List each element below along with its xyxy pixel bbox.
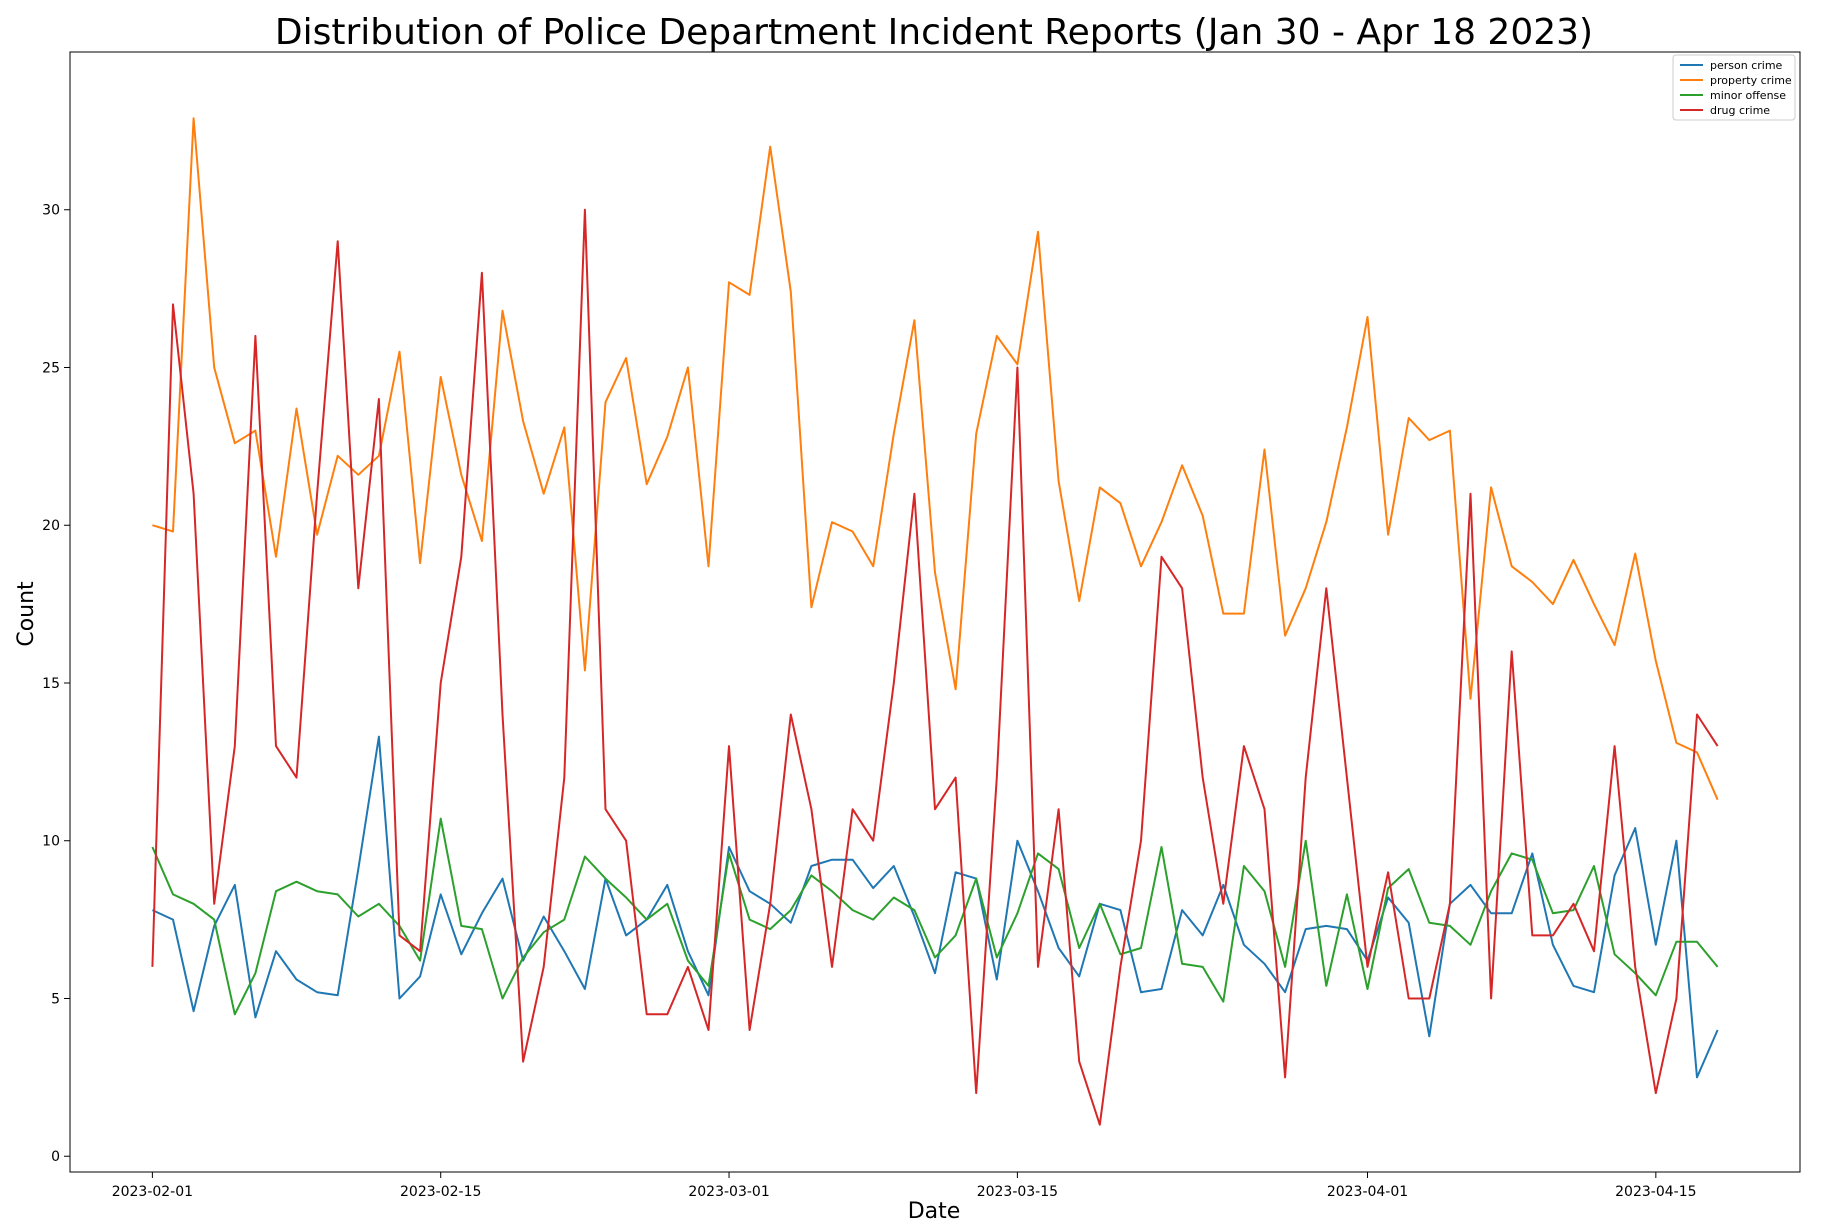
y-tick-label: 20 xyxy=(42,518,60,534)
legend-box xyxy=(1672,54,1796,121)
legend-label-person-crime: person crime xyxy=(1710,59,1783,72)
x-tick-label: 2023-03-15 xyxy=(977,1184,1058,1200)
series-lines xyxy=(151,117,1719,1126)
y-axis: 0 5 10 15 20 25 30 xyxy=(42,203,70,1165)
x-tick-label: 2023-02-01 xyxy=(112,1184,193,1200)
y-tick-label: 15 xyxy=(42,676,60,692)
x-tick-label: 2023-04-15 xyxy=(1615,1184,1696,1200)
x-axis-label: Date xyxy=(908,1199,961,1224)
x-tick-label: 2023-02-15 xyxy=(400,1184,481,1200)
legend-label-drug-crime: drug crime xyxy=(1710,104,1770,117)
x-axis: 2023-02-01 2023-02-15 2023-03-01 2023-03-15… xyxy=(112,1172,1697,1200)
y-tick-label: 10 xyxy=(42,834,60,850)
x-tick-label: 2023-04-01 xyxy=(1327,1184,1408,1200)
y-tick-label: 30 xyxy=(42,203,60,219)
legend-label-minor-offense: minor offense xyxy=(1710,89,1786,102)
y-axis-label: Count xyxy=(14,581,39,647)
person-crime-line xyxy=(151,735,1719,1079)
y-tick-label: 5 xyxy=(51,991,60,1007)
y-tick-label: 25 xyxy=(42,360,60,376)
drug-crime-line xyxy=(151,208,1719,1126)
chart-title: Distribution of Police Department Incide… xyxy=(275,12,1593,53)
legend: person crime property crime minor offense d… xyxy=(1672,54,1796,121)
x-tick-label: 2023-03-01 xyxy=(688,1184,769,1200)
property-crime-line xyxy=(152,117,1719,801)
plot-area xyxy=(69,51,1801,1173)
y-tick-label: 0 xyxy=(51,1149,60,1165)
minor-offense-line xyxy=(151,817,1719,1016)
legend-label-property-crime: property crime xyxy=(1710,74,1792,87)
